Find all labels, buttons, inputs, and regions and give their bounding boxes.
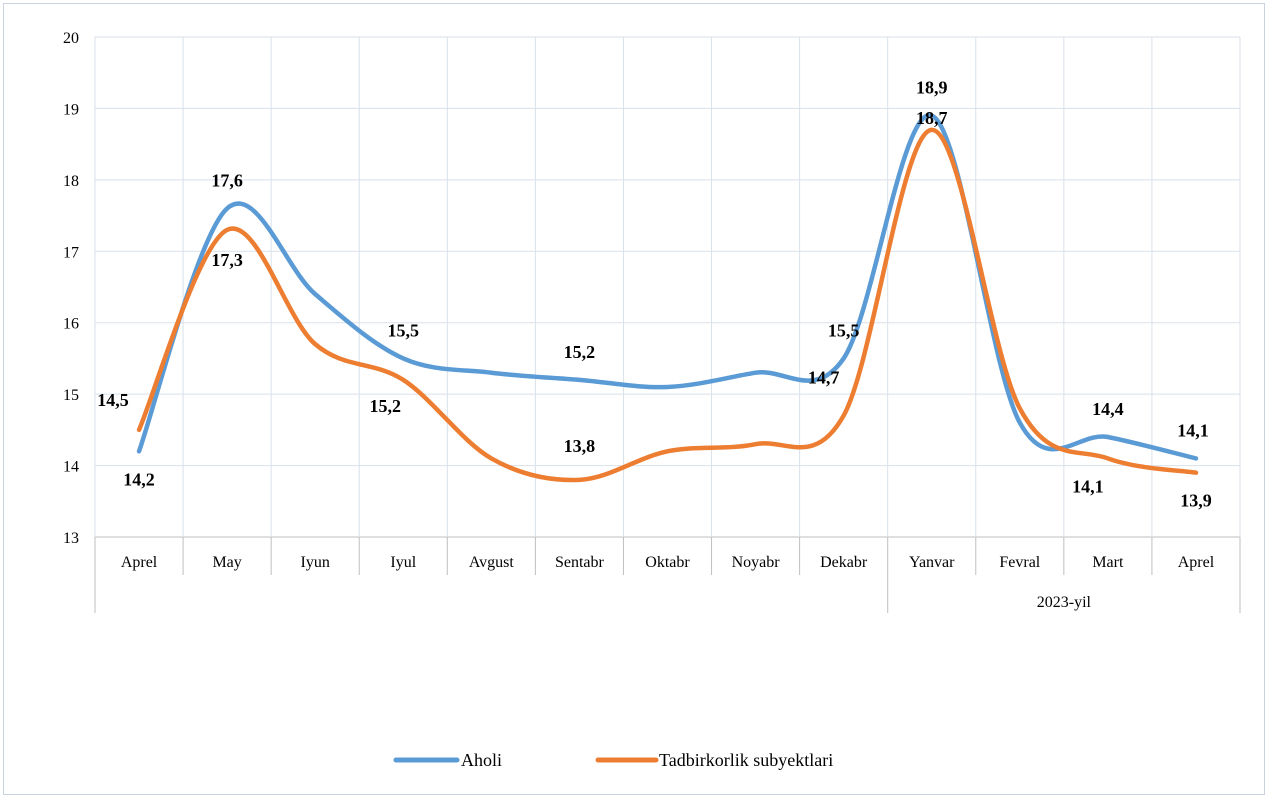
x-tick-label: Noyabr	[732, 554, 781, 571]
series-line-tadbirkorlik	[136, 127, 1199, 483]
data-label-aholi: 14,2	[123, 469, 155, 489]
data-label-aholi: 15,5	[388, 320, 420, 340]
y-tick-label: 18	[63, 173, 79, 190]
y-tick-label: 19	[63, 101, 79, 118]
data-label-aholi: 15,2	[564, 342, 596, 362]
data-labels: 14,2 17,6 15,5 15,2 15,5 18,9 14,4 14,1 14,5 17,3…	[97, 78, 1211, 511]
y-tick-label: 13	[63, 530, 79, 547]
data-label-tadbirkorlik: 14,5	[97, 390, 129, 410]
x-tick-label: Dekabr	[820, 554, 868, 571]
x-tick-label: Mart	[1092, 554, 1124, 571]
x-tick-label: Aprel	[121, 554, 158, 571]
y-tick-label: 15	[63, 387, 79, 404]
legend: Aholi Tadbirkorlik subyektlari	[393, 750, 833, 770]
data-label-tadbirkorlik: 18,7	[916, 108, 948, 128]
data-label-tadbirkorlik: 17,3	[211, 250, 243, 270]
legend-label: Aholi	[461, 750, 502, 770]
data-label-tadbirkorlik: 13,9	[1180, 491, 1212, 511]
data-label-aholi: 18,9	[916, 78, 948, 98]
x-tick-label: Iyun	[301, 554, 330, 571]
data-label-aholi: 14,1	[1177, 420, 1209, 440]
y-tick-label: 14	[63, 459, 79, 476]
x-tick-label: Avgust	[469, 554, 515, 571]
x-tick-label: Yanvar	[909, 554, 955, 571]
series-line-aholi	[136, 113, 1199, 461]
y-tick-label: 17	[63, 244, 79, 261]
y-tick-label: 20	[63, 30, 79, 47]
x-tick-label: Iyul	[390, 554, 416, 571]
axes: 13 14 15 16 17 18 19 20 Aprel May Iyun Iyul Avgust Se…	[63, 30, 1241, 613]
data-label-tadbirkorlik: 15,2	[370, 396, 402, 416]
chart-frame	[3, 3, 1265, 795]
x-group-label: 2023-yil	[1037, 594, 1092, 611]
x-tick-label: Sentabr	[555, 554, 605, 571]
x-tick-label: May	[212, 554, 241, 571]
data-label-aholi: 15,5	[828, 320, 860, 340]
x-tick-label: Aprel	[1178, 554, 1215, 571]
data-label-aholi: 17,6	[211, 170, 243, 190]
data-label-tadbirkorlik: 13,8	[564, 436, 596, 456]
x-tick-label: Fevral	[999, 554, 1040, 571]
x-tick-label: Oktabr	[645, 554, 690, 571]
legend-label: Tadbirkorlik subyektlari	[659, 750, 833, 770]
data-label-tadbirkorlik: 14,1	[1072, 476, 1104, 496]
data-label-tadbirkorlik: 14,7	[808, 368, 840, 388]
grid	[94, 36, 1241, 538]
series-lines	[136, 113, 1199, 483]
y-tick-label: 16	[63, 316, 79, 333]
data-label-aholi: 14,4	[1092, 399, 1124, 419]
